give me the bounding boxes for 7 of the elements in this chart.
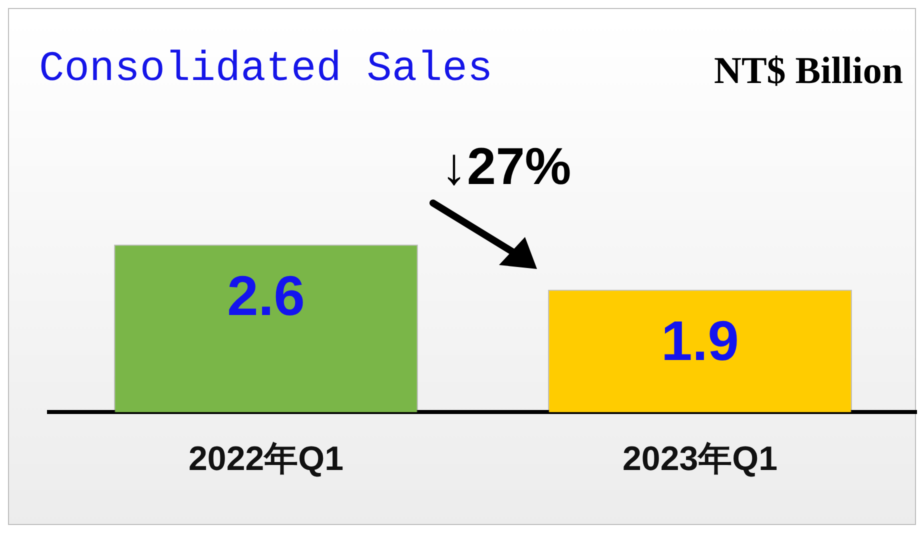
chart-title: Consolidated Sales <box>39 45 493 93</box>
data-label: 2.6 <box>227 264 305 328</box>
y-axis-title: NT$ Billion <box>714 49 903 93</box>
x-tick-label: 2023年Q1 <box>622 440 778 478</box>
x-tick-label: 2022年Q1 <box>188 440 344 478</box>
text: ↓27% <box>441 137 572 197</box>
data-label: 1.9 <box>661 309 739 372</box>
